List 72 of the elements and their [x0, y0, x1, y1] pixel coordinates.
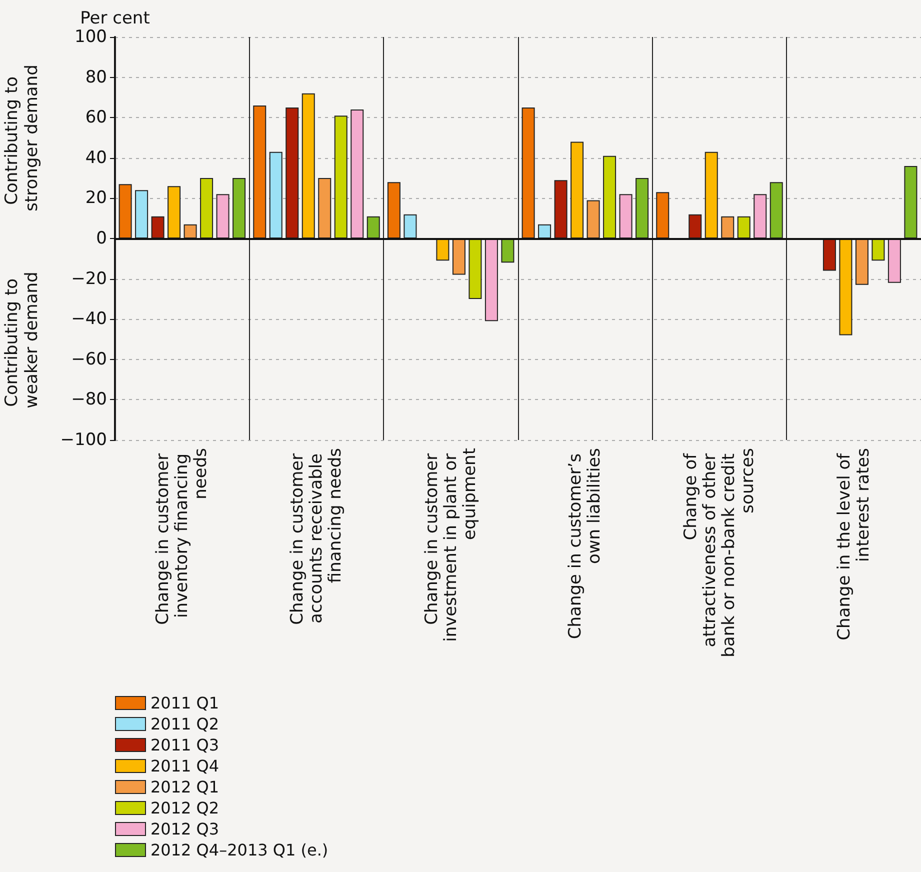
bar	[302, 93, 315, 238]
bar	[216, 194, 230, 238]
y-tick-label: 40	[85, 148, 107, 168]
text: Contributing to weaker demand	[2, 272, 42, 408]
bar	[636, 178, 649, 238]
bar	[586, 200, 600, 238]
bar	[721, 216, 734, 238]
legend-label: 2012 Q4–2013 Q1 (e.)	[150, 840, 328, 860]
bar	[200, 178, 214, 238]
bar	[522, 108, 535, 238]
y-tick-label: −60	[71, 349, 107, 370]
y-tick-label: −100	[60, 430, 107, 450]
bar	[619, 194, 632, 238]
bar	[253, 106, 266, 238]
bar	[603, 156, 616, 238]
y-tick-label: −40	[71, 309, 107, 330]
bar	[468, 238, 482, 299]
bar	[704, 152, 718, 238]
bar	[135, 190, 148, 238]
y-tick-label: 20	[85, 188, 107, 208]
bar	[118, 184, 132, 238]
bar	[888, 238, 901, 283]
x-tick-label: Change in customer investment in plant or equipment	[422, 448, 480, 642]
bar	[334, 116, 348, 238]
bar	[151, 216, 164, 238]
text: Contributing to stronger demand	[2, 64, 42, 212]
x-tick-label: Change of attractiveness of other bank or non-bank credit sources	[681, 448, 758, 658]
x-tick-label: Change in customer’s own liabilities	[566, 448, 605, 640]
bar	[350, 110, 364, 238]
bar	[484, 238, 498, 322]
x-tick-label: Change in customer inventory financing needs	[153, 448, 212, 625]
legend-label: 2011 Q2	[150, 714, 220, 734]
bar	[387, 182, 400, 238]
legend-label: 2012 Q3	[150, 820, 220, 838]
bar	[452, 238, 466, 275]
bar	[872, 238, 885, 261]
legend-label: 2011 Q1	[150, 694, 220, 712]
bar	[770, 182, 783, 238]
bar	[754, 194, 767, 238]
bar	[904, 166, 918, 238]
bar	[839, 238, 852, 336]
bar	[269, 152, 282, 238]
y-tick-label: 80	[85, 67, 107, 88]
y-tick-label: −20	[71, 268, 107, 289]
bar	[318, 178, 332, 238]
legend-label: 2012 Q2	[150, 798, 220, 818]
y-axis-title: Per cent	[80, 8, 150, 28]
bar	[855, 238, 868, 285]
y-tick-label: 0	[96, 228, 107, 248]
bar	[656, 192, 670, 238]
bar	[286, 108, 299, 238]
y-tick-label: 60	[85, 108, 107, 128]
bar	[737, 216, 750, 238]
bar	[184, 224, 197, 238]
bar	[404, 214, 417, 238]
bar	[538, 224, 552, 238]
legend-label: 2011 Q3	[150, 736, 220, 754]
y-tick-label: 100	[74, 27, 107, 47]
bar	[570, 142, 584, 238]
bar	[366, 216, 380, 238]
bar	[168, 186, 181, 238]
legend-label: 2012 Q1	[150, 778, 220, 796]
x-tick-label: Change in customer accounts receivable financing needs	[288, 448, 346, 625]
bar	[554, 180, 568, 238]
x-tick-label: Change in the level of interest rates	[834, 448, 874, 640]
bar	[436, 238, 450, 261]
bar	[822, 238, 836, 271]
bar	[232, 178, 246, 238]
bar	[688, 214, 702, 238]
legend-label: 2011 Q4	[150, 756, 220, 776]
bar	[501, 238, 514, 263]
y-tick-label: −80	[71, 390, 107, 410]
